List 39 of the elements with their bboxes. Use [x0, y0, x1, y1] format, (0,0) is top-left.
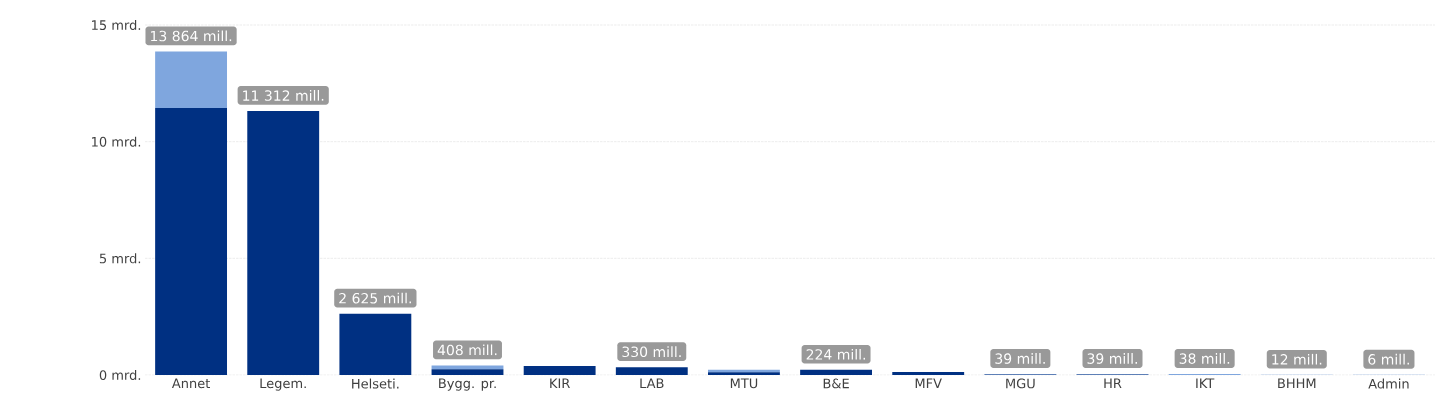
total-label: 39 mill.: [995, 353, 1045, 364]
bar: [800, 369, 873, 375]
bar: [431, 369, 504, 375]
y-tick-label: 10 mrd.: [92, 136, 141, 147]
total-label: 224 mill.: [806, 348, 865, 360]
x-tick-label: HR: [1104, 378, 1122, 389]
x-tick-label: Legem.: [260, 378, 306, 391]
x-tick-label: Bygg. pr.: [439, 378, 496, 391]
total-label: 38 mill.: [1179, 353, 1230, 364]
bar: [155, 108, 228, 375]
bar: [155, 51, 228, 109]
bar: [523, 365, 596, 375]
total-label: 2 625 mill.: [339, 292, 411, 304]
bar: [892, 371, 965, 375]
x-tick-label: B&E: [823, 378, 849, 389]
y-tick-label: 15 mrd.: [92, 19, 141, 31]
total-label: 6 mill.: [1368, 353, 1409, 365]
x-tick-label: IKT: [1196, 378, 1215, 389]
x-tick-label: MFV: [915, 378, 942, 389]
total-label: 13 864 mill.: [151, 30, 232, 42]
x-tick-label: Annet: [171, 378, 210, 389]
total-label: 408 mill.: [437, 344, 497, 356]
x-tick-label: Helseti.: [352, 378, 399, 389]
total-label: 330 mill.: [622, 346, 681, 358]
x-tick-label: LAB: [640, 378, 664, 389]
y-tick-label: 0 mrd.: [99, 369, 141, 381]
bar: [339, 313, 412, 375]
x-tick-label: Admin: [1368, 378, 1409, 389]
x-tick-label: BHHM: [1278, 378, 1316, 389]
bar: [247, 111, 320, 375]
total-label: 39 mill.: [1087, 353, 1137, 364]
bar: [615, 367, 688, 375]
total-label: 11 312 mill.: [243, 90, 324, 101]
bar: [431, 365, 504, 370]
y-tick-label: 5 mrd.: [99, 253, 141, 264]
x-tick-label: MGU: [1006, 378, 1035, 389]
x-tick-label: KIR: [550, 378, 570, 389]
total-label: 12 mill.: [1272, 353, 1322, 365]
x-tick-label: MTU: [730, 378, 758, 389]
